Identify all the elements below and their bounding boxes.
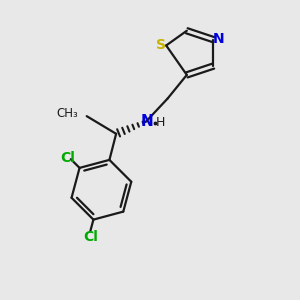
Text: N: N (213, 32, 224, 46)
Text: Cl: Cl (60, 151, 75, 165)
Text: CH₃: CH₃ (57, 107, 79, 120)
Text: Cl: Cl (83, 230, 98, 244)
Text: S: S (156, 38, 166, 52)
Text: N: N (140, 114, 153, 129)
Text: H: H (156, 116, 165, 129)
